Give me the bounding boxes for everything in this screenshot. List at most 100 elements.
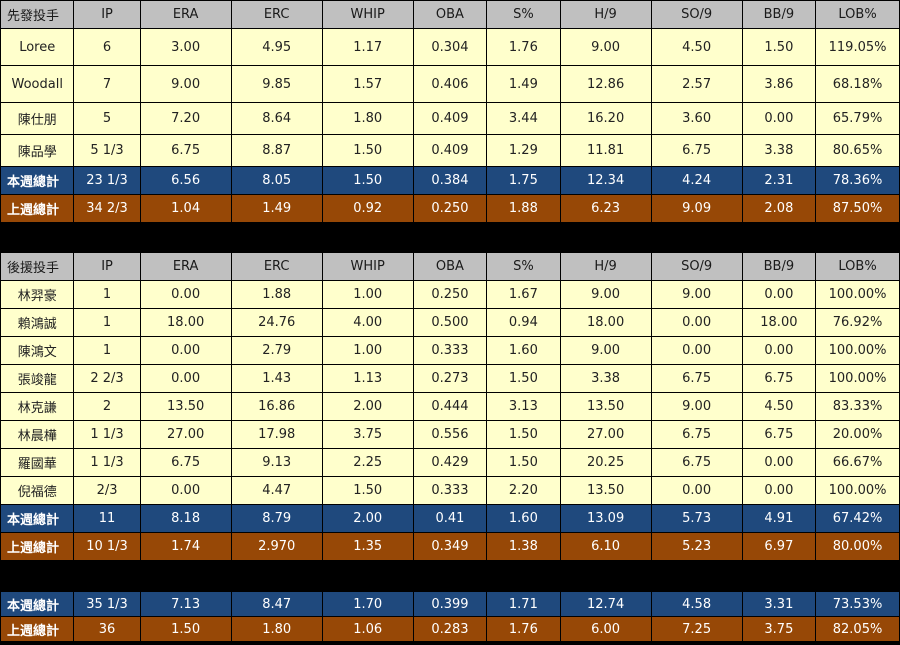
total-cell-whip: 1.50 [322,167,413,194]
total-cell-h9: 6.23 [560,195,651,222]
cell-erc: 4.47 [231,477,322,504]
total-cell-oba: 0.349 [413,533,487,560]
pitcher-row: Woodall 7 9.00 9.85 1.57 0.406 1.49 12.86 2.57 3.… [1,66,899,102]
overall-table: 本週總計 35 1/3 7.13 8.47 1.70 0.399 1.71 12.74 4.58… [0,591,900,642]
cell-ip: 5 1/3 [74,135,140,166]
cell-ip: 1 [74,281,140,308]
total-cell-oba: 0.250 [413,195,487,222]
cell-so9: 6.75 [651,135,742,166]
cell-so9: 0.00 [651,477,742,504]
cell-whip: 3.75 [322,421,413,448]
cell-era: 7.20 [140,103,231,134]
cell-bb9: 0.00 [742,103,816,134]
cell-erc: 1.88 [231,281,322,308]
pitcher-row: 陳仕朋 5 7.20 8.64 1.80 0.409 3.44 16.20 3.60 0.00 65… [1,103,899,134]
header-whip: WHIP [322,1,413,28]
cell-h9: 16.20 [560,103,651,134]
total-cell-so9: 5.73 [651,505,742,532]
total-cell-oba: 0.41 [413,505,487,532]
total-label: 上週總計 [1,617,74,641]
cell-erc: 9.13 [231,449,322,476]
total-cell-bb9: 4.91 [742,505,816,532]
relievers-table: 後援投手 IP ERA ERC WHIP OBA S% H/9 SO/9 BB/… [0,252,900,561]
cell-whip: 1.17 [322,29,413,65]
cell-so9: 4.50 [651,29,742,65]
pitcher-row: 林羿豪 1 0.00 1.88 1.00 0.250 1.67 9.00 9.00 0.00 100… [1,281,899,308]
cell-oba: 0.444 [413,393,487,420]
total-cell-era: 1.74 [140,533,231,560]
cell-whip: 1.50 [322,477,413,504]
cell-ip: 2/3 [74,477,140,504]
cell-ip: 2 2/3 [74,365,140,392]
cell-s-pct: 1.50 [487,449,560,476]
total-cell-whip: 2.00 [322,505,413,532]
cell-oba: 0.409 [413,135,487,166]
total-cell-h9: 6.00 [560,617,651,641]
total-cell-so9: 5.23 [651,533,742,560]
cell-lob-pct: 100.00% [816,337,899,364]
last-week-total-row: 上週總計 34 2/3 1.04 1.49 0.92 0.250 1.88 6.23 9.09 2… [1,195,899,222]
pitcher-name: 林羿豪 [1,281,74,308]
header-h9: H/9 [560,253,651,280]
total-cell-era: 6.56 [140,167,231,194]
header-s-pct: S% [487,253,560,280]
header-so9: SO/9 [651,253,742,280]
total-cell-bb9: 3.75 [742,617,816,641]
total-label: 本週總計 [1,592,74,616]
cell-h9: 9.00 [560,29,651,65]
total-cell-ip: 10 1/3 [74,533,140,560]
cell-whip: 1.13 [322,365,413,392]
cell-ip: 1 1/3 [74,421,140,448]
cell-oba: 0.406 [413,66,487,102]
total-cell-so9: 9.09 [651,195,742,222]
total-cell-era: 8.18 [140,505,231,532]
total-cell-h9: 12.34 [560,167,651,194]
header-era: ERA [140,253,231,280]
cell-s-pct: 1.29 [487,135,560,166]
cell-bb9: 0.00 [742,477,816,504]
cell-whip: 1.00 [322,337,413,364]
total-cell-lob-pct: 80.00% [816,533,899,560]
pitcher-name: Woodall [1,66,74,102]
pitcher-row: 張竣龍 2 2/3 0.00 1.43 1.13 0.273 1.50 3.38 6.75 6.7… [1,365,899,392]
cell-erc: 24.76 [231,309,322,336]
cell-bb9: 0.00 [742,337,816,364]
cell-whip: 4.00 [322,309,413,336]
total-cell-s-pct: 1.75 [487,167,560,194]
total-cell-lob-pct: 87.50% [816,195,899,222]
header-so9: SO/9 [651,1,742,28]
cell-era: 27.00 [140,421,231,448]
cell-lob-pct: 80.65% [816,135,899,166]
total-cell-oba: 0.283 [413,617,487,641]
cell-bb9: 18.00 [742,309,816,336]
cell-erc: 16.86 [231,393,322,420]
header-ip: IP [74,1,140,28]
cell-bb9: 4.50 [742,393,816,420]
cell-lob-pct: 100.00% [816,281,899,308]
total-cell-s-pct: 1.60 [487,505,560,532]
cell-era: 6.75 [140,449,231,476]
cell-s-pct: 1.50 [487,421,560,448]
pitcher-row: Loree 6 3.00 4.95 1.17 0.304 1.76 9.00 4.50 1.50 1… [1,29,899,65]
cell-era: 6.75 [140,135,231,166]
pitcher-name: 陳仕朋 [1,103,74,134]
cell-era: 0.00 [140,477,231,504]
total-cell-so9: 7.25 [651,617,742,641]
cell-era: 0.00 [140,365,231,392]
cell-s-pct: 1.67 [487,281,560,308]
cell-bb9: 3.86 [742,66,816,102]
total-cell-whip: 0.92 [322,195,413,222]
cell-s-pct: 3.13 [487,393,560,420]
total-cell-oba: 0.399 [413,592,487,616]
total-cell-lob-pct: 67.42% [816,505,899,532]
total-cell-ip: 34 2/3 [74,195,140,222]
cell-s-pct: 1.50 [487,365,560,392]
pitcher-name: 陳鴻文 [1,337,74,364]
cell-oba: 0.409 [413,103,487,134]
total-cell-h9: 13.09 [560,505,651,532]
pitcher-row: 賴鴻誠 1 18.00 24.76 4.00 0.500 0.94 18.00 0.00 18.0… [1,309,899,336]
pitcher-row: 羅國華 1 1/3 6.75 9.13 2.25 0.429 1.50 20.25 6.75 0.… [1,449,899,476]
total-cell-ip: 36 [74,617,140,641]
cell-s-pct: 3.44 [487,103,560,134]
cell-whip: 1.80 [322,103,413,134]
